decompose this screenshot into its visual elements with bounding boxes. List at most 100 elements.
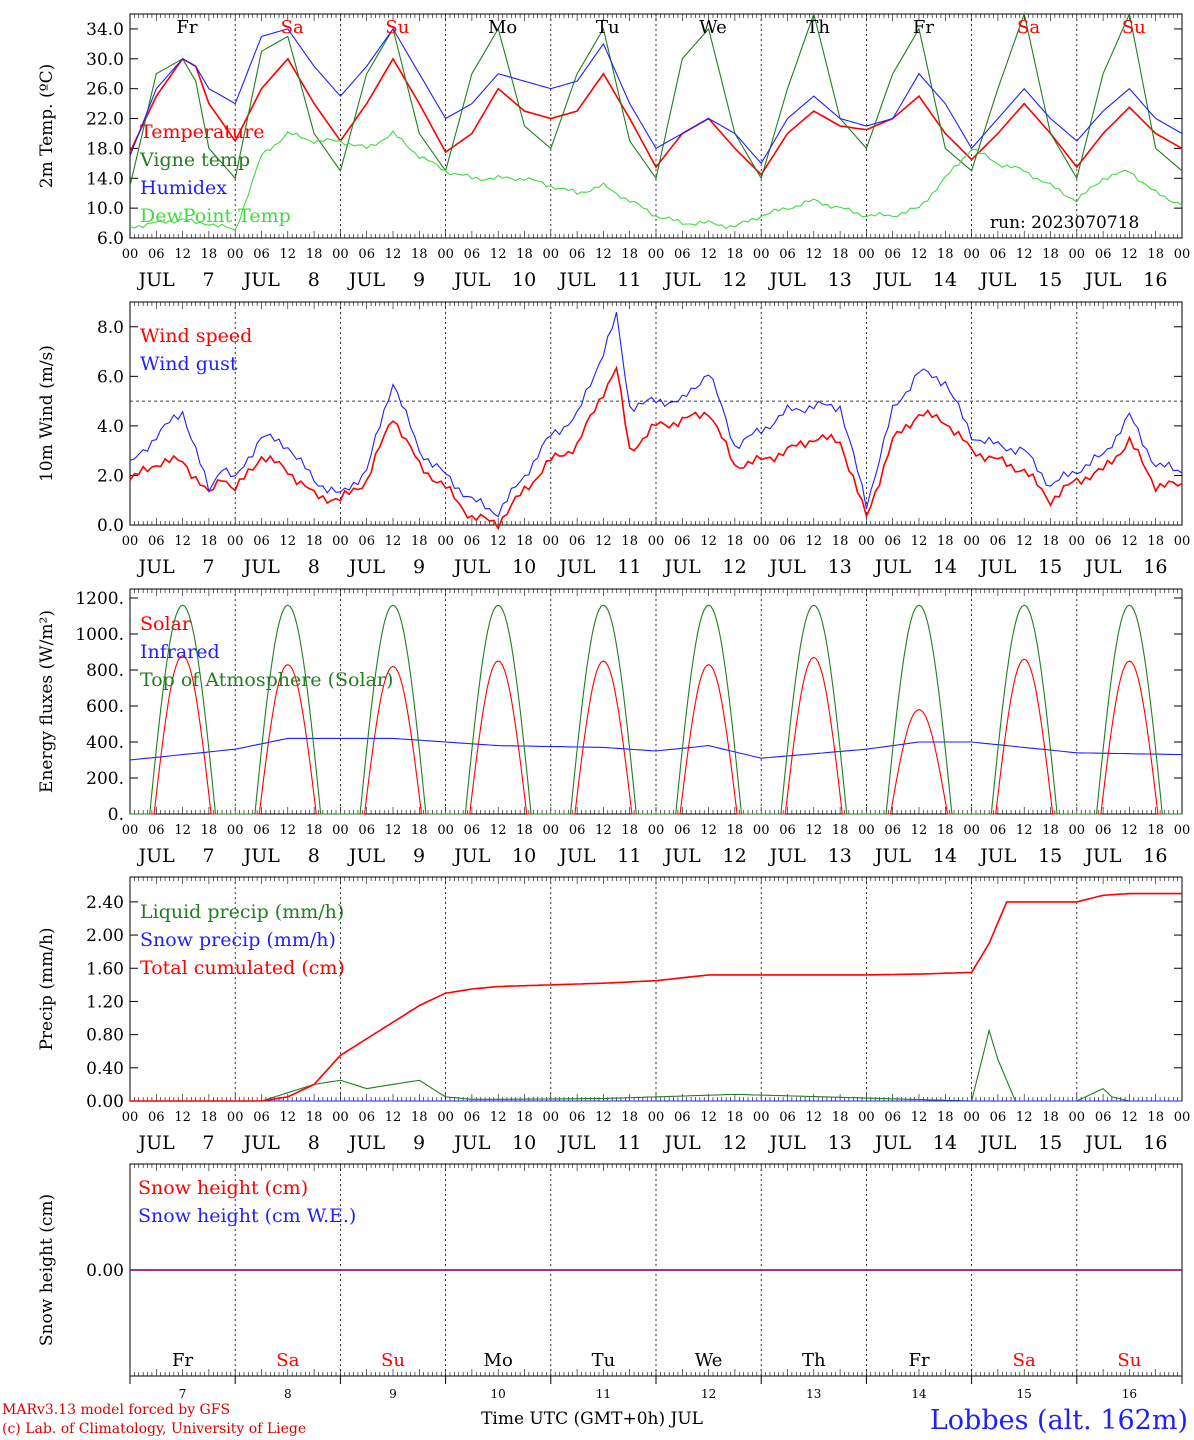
hour-tick-label: 12 <box>806 823 823 838</box>
hour-tick-label: 18 <box>1147 823 1164 838</box>
hour-tick-label: 12 <box>490 1110 507 1125</box>
legend-entry: DewPoint Temp <box>140 205 291 227</box>
day-number-label: 8 <box>308 845 320 867</box>
hour-tick-label: 00 <box>648 1110 665 1125</box>
day-number-label: 13 <box>806 1387 821 1401</box>
weekday-label: Su <box>381 1350 405 1371</box>
hour-tick-label: 06 <box>358 823 375 838</box>
energy-y-axis-title: Energy fluxes (W/m²) <box>37 610 57 793</box>
day-number-label: 16 <box>1143 556 1167 578</box>
y-tick-label: 0.00 <box>86 1261 124 1281</box>
weekday-label: We <box>695 1350 723 1371</box>
weekday-label: Sa <box>276 1350 299 1371</box>
hour-tick-label: 06 <box>358 1110 375 1125</box>
hour-tick-label: 06 <box>674 247 691 262</box>
hour-tick-label: 12 <box>490 247 507 262</box>
day-month-label: JUL <box>873 556 912 578</box>
hour-tick-label: 06 <box>884 1110 901 1125</box>
time-axis-title: Time UTC (GMT+0h) JUL <box>481 1409 703 1429</box>
y-tick-label: 400. <box>86 733 124 753</box>
weekday-label: Su <box>385 17 409 38</box>
hour-tick-label: 06 <box>148 1110 165 1125</box>
hour-tick-label: 00 <box>858 823 875 838</box>
y-tick-label: 0.00 <box>86 1092 124 1112</box>
y-tick-label: 8.0 <box>97 318 124 338</box>
day-number-label: 13 <box>828 556 852 578</box>
hour-tick-label: 00 <box>122 823 139 838</box>
day-month-label: JUL <box>768 269 807 291</box>
y-tick-label: 0.0 <box>97 516 124 536</box>
hour-tick-label: 18 <box>832 1110 849 1125</box>
hour-tick-label: 00 <box>543 1110 560 1125</box>
weekday-label: Fr <box>172 1350 193 1371</box>
day-number-label: 15 <box>1038 845 1062 867</box>
y-tick-label: 0.80 <box>86 1026 124 1046</box>
hour-tick-label: 18 <box>621 247 638 262</box>
y-tick-label: 34.0 <box>86 20 124 40</box>
hour-tick-label: 18 <box>1042 1110 1059 1125</box>
series-line-wind-speed <box>129 365 1183 531</box>
day-month-label: JUL <box>1083 269 1122 291</box>
day-month-label: JUL <box>242 1132 281 1154</box>
legend-entry: Total cumulated (cm) <box>140 957 345 979</box>
hour-tick-label: 18 <box>1042 534 1059 549</box>
day-month-label: JUL <box>768 556 807 578</box>
hour-tick-label: 12 <box>595 534 612 549</box>
hour-tick-label: 06 <box>990 534 1007 549</box>
day-month-label: JUL <box>978 556 1017 578</box>
day-number-label: 8 <box>308 1132 320 1154</box>
day-month-label: JUL <box>662 269 701 291</box>
y-tick-label: 2.00 <box>86 926 124 946</box>
hour-tick-label: 12 <box>911 1110 928 1125</box>
y-tick-label: 200. <box>86 769 124 789</box>
series-line-top-of-atmosphere-solar- <box>130 604 1182 815</box>
hour-tick-label: 12 <box>1121 247 1138 262</box>
hour-tick-label: 12 <box>385 534 402 549</box>
hour-tick-label: 18 <box>306 247 323 262</box>
day-month-label: JUL <box>873 269 912 291</box>
day-number-label: 16 <box>1143 269 1167 291</box>
wind-y-axis-title: 10m Wind (m/s) <box>37 345 57 482</box>
day-month-label: JUL <box>136 269 175 291</box>
hour-tick-label: 12 <box>911 823 928 838</box>
day-month-label: JUL <box>452 845 491 867</box>
y-tick-label: 600. <box>86 697 124 717</box>
day-month-label: JUL <box>347 269 386 291</box>
hour-tick-label: 06 <box>990 823 1007 838</box>
day-number-label: 7 <box>179 1387 187 1401</box>
series-line-liquid-precip-mm-h- <box>130 1028 1182 1102</box>
run-label: run: 2023070718 <box>990 213 1139 233</box>
day-month-label: JUL <box>136 845 175 867</box>
hour-tick-label: 18 <box>516 534 533 549</box>
day-number-label: 14 <box>933 1132 957 1154</box>
hour-tick-label: 18 <box>937 247 954 262</box>
hour-tick-label: 06 <box>358 534 375 549</box>
hour-tick-label: 00 <box>332 823 349 838</box>
day-number-label: 10 <box>512 269 536 291</box>
hour-tick-label: 18 <box>306 534 323 549</box>
hour-tick-label: 18 <box>727 1110 744 1125</box>
day-number-label: 8 <box>284 1387 292 1401</box>
hour-tick-label: 12 <box>280 534 297 549</box>
hour-tick-label: 00 <box>648 247 665 262</box>
hour-tick-label: 18 <box>411 823 428 838</box>
hour-tick-label: 06 <box>1095 534 1112 549</box>
hour-tick-label: 18 <box>201 534 218 549</box>
series-line-total-cumulated-cm- <box>130 892 1182 1102</box>
hour-tick-label: 06 <box>253 247 270 262</box>
snow-height-panel: 0.00 Snow height (cm) Snow height (cm) Snow… <box>37 1163 1183 1401</box>
hour-tick-label: 18 <box>306 823 323 838</box>
legend-entry: Vigne temp <box>139 149 250 171</box>
hour-tick-label: 06 <box>1095 247 1112 262</box>
hour-tick-label: 06 <box>464 247 481 262</box>
day-number-label: 16 <box>1143 845 1167 867</box>
day-month-label: JUL <box>978 1132 1017 1154</box>
y-tick-label: 6.0 <box>97 229 124 249</box>
temperature-panel: 6.0 10.0 14.0 18.0 22.0 26.0 30.0 34.0 2m Temp. … <box>37 12 1190 291</box>
hour-tick-label: 18 <box>727 534 744 549</box>
day-month-label: JUL <box>662 1132 701 1154</box>
y-tick-label: 0.40 <box>86 1059 124 1079</box>
day-month-label: JUL <box>662 556 701 578</box>
day-month-label: JUL <box>557 556 596 578</box>
hour-tick-label: 00 <box>227 823 244 838</box>
